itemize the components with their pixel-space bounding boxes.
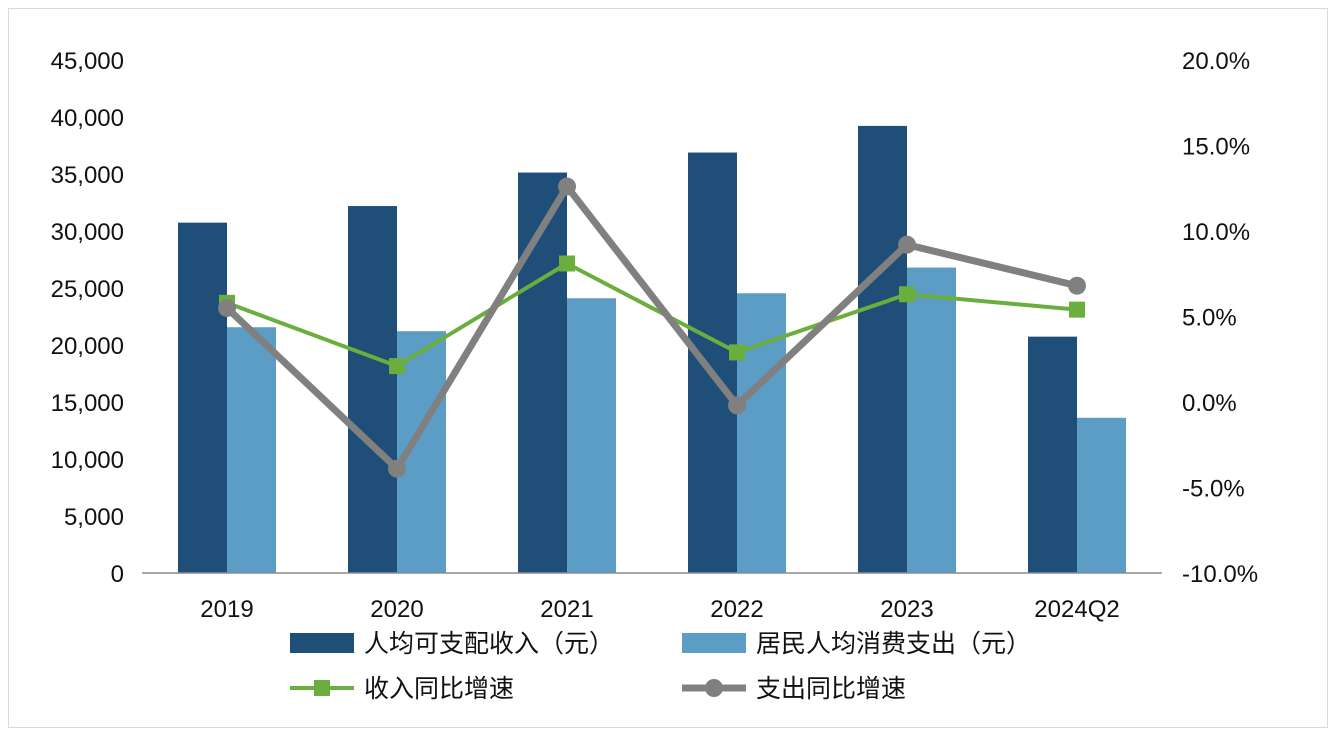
left-tick-label: 25,000 — [51, 276, 124, 303]
x-tick-label: 2022 — [710, 596, 763, 623]
marker-expenditure-growth-2024q2 — [1068, 276, 1086, 295]
marker-income-growth-2023 — [899, 286, 915, 303]
bar-expenditure-2021 — [567, 298, 616, 573]
bar-expenditure-2023 — [907, 267, 956, 573]
marker-income-growth-2021 — [559, 255, 575, 272]
x-axis: 2019 2020 2021 2022 2023 2024Q2 — [200, 596, 1119, 623]
left-tick-label: 20,000 — [51, 333, 124, 360]
left-tick-label: 30,000 — [51, 219, 124, 246]
right-tick-label: 20.0% — [1182, 48, 1250, 75]
bars — [178, 125, 1126, 574]
legend-marker — [314, 680, 330, 696]
marker-expenditure-growth-2019 — [218, 298, 236, 317]
marker-income-growth-2022 — [729, 344, 745, 361]
x-tick-label: 2024Q2 — [1034, 596, 1119, 623]
left-tick-label: 35,000 — [51, 162, 124, 189]
bar-income-2022 — [688, 152, 737, 573]
x-tick-label: 2020 — [370, 596, 423, 623]
left-tick-label: 10,000 — [51, 447, 124, 474]
right-tick-label: 0.0% — [1182, 390, 1237, 417]
left-axis: 45,000 40,000 35,000 30,000 25,000 20,000 15,0… — [51, 48, 124, 588]
marker-expenditure-growth-2020 — [388, 459, 406, 478]
legend-label: 居民人均消费支出（元） — [756, 630, 1031, 658]
right-tick-label: 5.0% — [1182, 305, 1237, 332]
right-tick-label: -5.0% — [1182, 476, 1245, 503]
left-tick-label: 15,000 — [51, 390, 124, 417]
bar-expenditure-2022 — [737, 293, 786, 573]
x-tick-label: 2019 — [200, 596, 253, 623]
marker-expenditure-growth-2021 — [558, 177, 576, 196]
marker-expenditure-growth-2022 — [728, 396, 746, 415]
bar-income-2019 — [178, 222, 227, 573]
legend-swatch — [682, 633, 746, 653]
right-tick-label: 15.0% — [1182, 134, 1250, 161]
bar-income-2020 — [348, 206, 397, 573]
marker-expenditure-growth-2023 — [898, 235, 916, 254]
x-tick-label: 2023 — [880, 596, 933, 623]
legend-marker — [705, 679, 723, 697]
right-tick-label: -10.0% — [1182, 561, 1258, 588]
bar-expenditure-2019 — [227, 327, 276, 573]
bar-income-2021 — [518, 172, 567, 573]
left-tick-label: 45,000 — [51, 48, 124, 75]
lines — [218, 177, 1086, 478]
left-tick-label: 40,000 — [51, 105, 124, 132]
left-tick-label: 5,000 — [64, 504, 124, 531]
bar-income-2023 — [858, 125, 907, 574]
line-income-growth — [226, 261, 1078, 369]
legend-label: 收入同比增速 — [364, 675, 514, 703]
right-tick-label: 10.0% — [1182, 219, 1250, 246]
left-tick-label: 0 — [111, 561, 124, 588]
legend-label: 支出同比增速 — [756, 675, 906, 703]
x-tick-label: 2021 — [540, 596, 593, 623]
marker-income-growth-2024q2 — [1069, 301, 1085, 318]
bar-expenditure-2024q2 — [1077, 417, 1126, 573]
marker-income-growth-2020 — [389, 358, 405, 375]
legend-label: 人均可支配收入（元） — [364, 630, 614, 658]
legend: 人均可支配收入（元） 居民人均消费支出（元） 收入同比增速 支出同比增速 — [290, 630, 1031, 703]
bar-income-2024q2 — [1028, 336, 1077, 573]
right-axis: 20.0% 15.0% 10.0% 5.0% 0.0% -5.0% -10.0% — [1182, 48, 1258, 588]
legend-swatch — [290, 633, 354, 653]
line-expenditure-growth — [224, 183, 1078, 473]
